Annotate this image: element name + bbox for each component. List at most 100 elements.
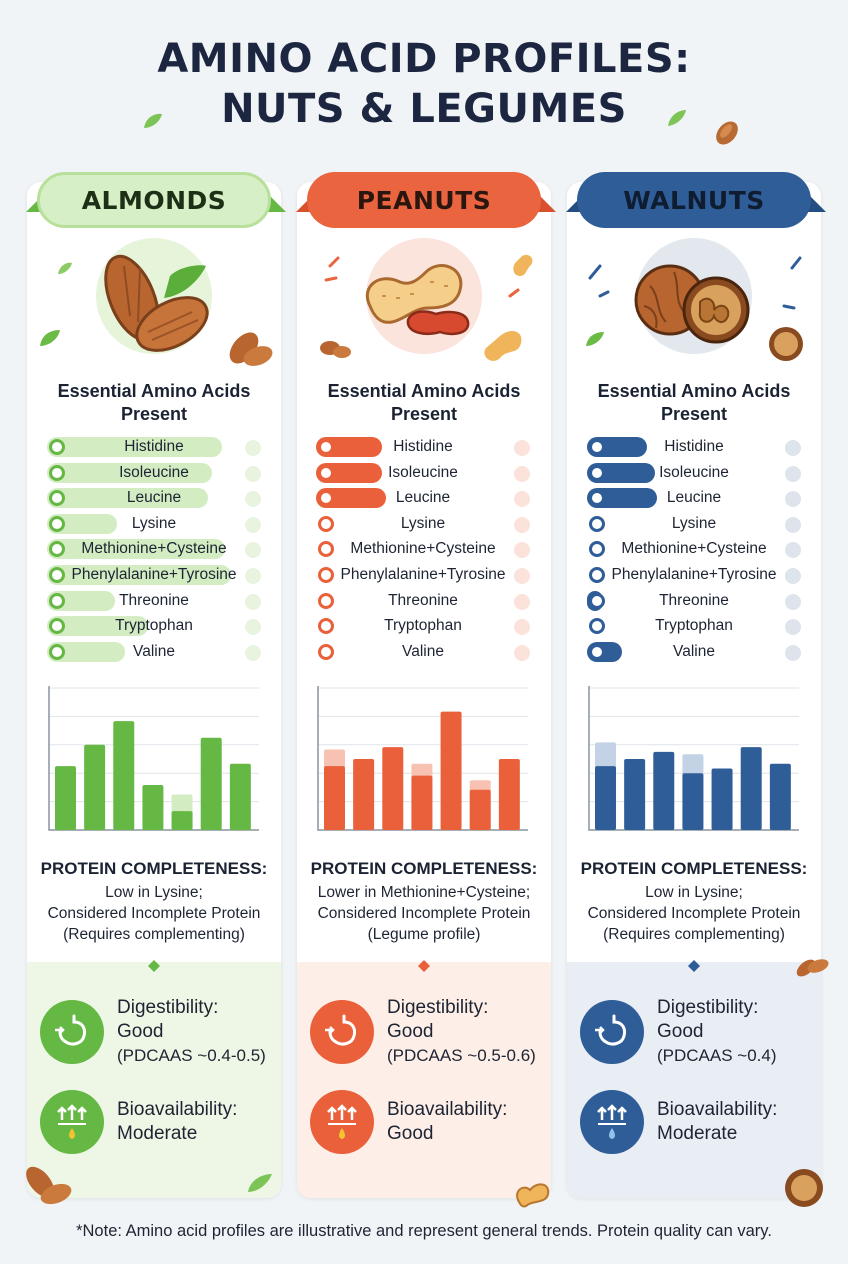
amino-label: Lysine bbox=[400, 514, 446, 532]
bar bbox=[682, 773, 704, 830]
amino-level-bar bbox=[47, 437, 222, 457]
peanuts-absorption-icon bbox=[310, 1090, 374, 1154]
amino-label: Phenylalanine+Tyrosine bbox=[611, 566, 777, 583]
bar bbox=[498, 759, 520, 830]
walnuts-completeness-line-2: Considered Incomplete Protein bbox=[587, 905, 801, 922]
amino-level-bar bbox=[47, 488, 208, 509]
almond-illustration bbox=[30, 236, 280, 386]
leaf-icon bbox=[248, 1174, 272, 1192]
peanuts-amino-list: Histidine Isoleucine Leucine Lysine Methioni… bbox=[316, 437, 530, 667]
walnuts-stomach-icon bbox=[580, 1000, 644, 1064]
amino-row: Histidine bbox=[316, 437, 530, 457]
amino-marker bbox=[318, 618, 334, 635]
amino-level-bar bbox=[587, 488, 657, 509]
amino-label: Threonine bbox=[659, 591, 729, 609]
amino-end-dot bbox=[785, 593, 801, 610]
bar bbox=[84, 744, 106, 830]
walnuts-bar-chart bbox=[588, 686, 799, 831]
amino-end-dot bbox=[785, 465, 801, 482]
amino-marker bbox=[318, 439, 334, 455]
amino-level-bar bbox=[47, 539, 225, 560]
amino-marker bbox=[318, 541, 334, 558]
amino-marker bbox=[49, 592, 65, 609]
amino-end-dot bbox=[785, 516, 801, 533]
amino-label: Valine bbox=[133, 642, 175, 660]
amino-row: Threonine bbox=[316, 591, 530, 611]
amino-row: Phenylalanine+Tyrosine bbox=[47, 565, 261, 585]
almonds-absorption-icon bbox=[40, 1090, 104, 1154]
bar bbox=[440, 711, 462, 830]
amino-level-bar bbox=[47, 616, 148, 637]
amino-row: Leucine bbox=[587, 488, 801, 509]
amino-level-bar bbox=[47, 565, 231, 585]
amino-level-bar bbox=[47, 462, 212, 483]
amino-row: Valine bbox=[47, 641, 261, 662]
amino-marker bbox=[318, 592, 334, 609]
amino-marker bbox=[49, 618, 65, 635]
leaf-icon bbox=[144, 113, 162, 128]
amino-row: Histidine bbox=[587, 437, 801, 457]
amino-label: Histidine bbox=[124, 438, 184, 455]
amino-row: Methionine+Cysteine bbox=[316, 539, 530, 559]
bar bbox=[229, 763, 251, 830]
amino-label: Methionine+Cysteine bbox=[81, 540, 227, 558]
amino-label: Leucine bbox=[126, 489, 182, 507]
amino-end-dot bbox=[245, 542, 261, 559]
peanuts-stomach-icon bbox=[310, 1000, 374, 1064]
footnote: *Note: Amino acid profiles are illustrat… bbox=[76, 1222, 772, 1240]
amino-label: Isoleucine bbox=[119, 463, 189, 481]
amino-row: Threonine bbox=[47, 590, 261, 611]
amino-end-dot bbox=[514, 440, 530, 456]
amino-row: Methionine+Cysteine bbox=[587, 539, 801, 559]
amino-end-dot bbox=[785, 440, 801, 456]
amino-label: Isoleucine bbox=[388, 463, 458, 481]
amino-marker bbox=[589, 464, 605, 481]
amino-label: Methionine+Cysteine bbox=[350, 540, 496, 558]
amino-label: Histidine bbox=[393, 438, 453, 455]
almonds-header: ALMONDS bbox=[37, 172, 271, 228]
amino-marker bbox=[318, 567, 334, 583]
peanuts-completeness-line-1: Lower in Methionine+Cysteine; bbox=[317, 884, 531, 901]
bar bbox=[740, 747, 762, 830]
almonds-completeness-line-2: Considered Incomplete Protein bbox=[47, 905, 261, 922]
amino-marker bbox=[49, 439, 65, 455]
almonds-amino-list: Histidine Isoleucine Leucine Lysine Methioni… bbox=[47, 437, 261, 667]
amino-label: Leucine bbox=[666, 489, 722, 507]
bar bbox=[382, 747, 404, 830]
amino-marker bbox=[49, 643, 65, 660]
amino-level-bar bbox=[316, 488, 386, 509]
amino-end-dot bbox=[245, 440, 261, 456]
walnuts-bioavailability: Bioavailability: Moderate bbox=[657, 1099, 778, 1144]
amino-end-dot bbox=[245, 593, 261, 610]
amino-end-dot bbox=[245, 516, 261, 533]
amino-label: Tryptophan bbox=[655, 617, 733, 635]
amino-marker bbox=[589, 490, 605, 507]
amino-label: Threonine bbox=[388, 591, 458, 609]
bar bbox=[113, 721, 135, 830]
amino-end-dot bbox=[245, 619, 261, 636]
title-line-2: NUTS & LEGUMES bbox=[221, 86, 627, 132]
amino-level-bar bbox=[47, 513, 117, 534]
amino-label: Phenylalanine+Tyrosine bbox=[71, 566, 237, 583]
amino-end-dot bbox=[514, 465, 530, 482]
amino-label: Tryptophan bbox=[384, 617, 462, 635]
bar bbox=[595, 766, 616, 830]
peanuts-completeness-title: PROTEIN COMPLETENESS: bbox=[310, 859, 538, 878]
amino-marker bbox=[49, 541, 65, 558]
amino-end-dot bbox=[245, 568, 261, 584]
amino-label: Lysine bbox=[131, 514, 177, 532]
amino-label: Histidine bbox=[664, 438, 724, 455]
bar bbox=[171, 811, 193, 830]
amino-label: Leucine bbox=[395, 489, 451, 507]
bar bbox=[324, 766, 345, 830]
peanuts-completeness-line-2: Considered Incomplete Protein bbox=[317, 905, 531, 922]
title-line-1: AMINO ACID PROFILES: bbox=[157, 36, 691, 82]
amino-row: Isoleucine bbox=[587, 462, 801, 483]
amino-row: Histidine bbox=[47, 437, 261, 457]
bar bbox=[653, 751, 675, 830]
amino-marker bbox=[589, 592, 605, 609]
amino-end-dot bbox=[514, 542, 530, 559]
almonds-bar-chart bbox=[48, 686, 259, 831]
bar bbox=[55, 766, 76, 830]
amino-end-dot bbox=[514, 568, 530, 584]
